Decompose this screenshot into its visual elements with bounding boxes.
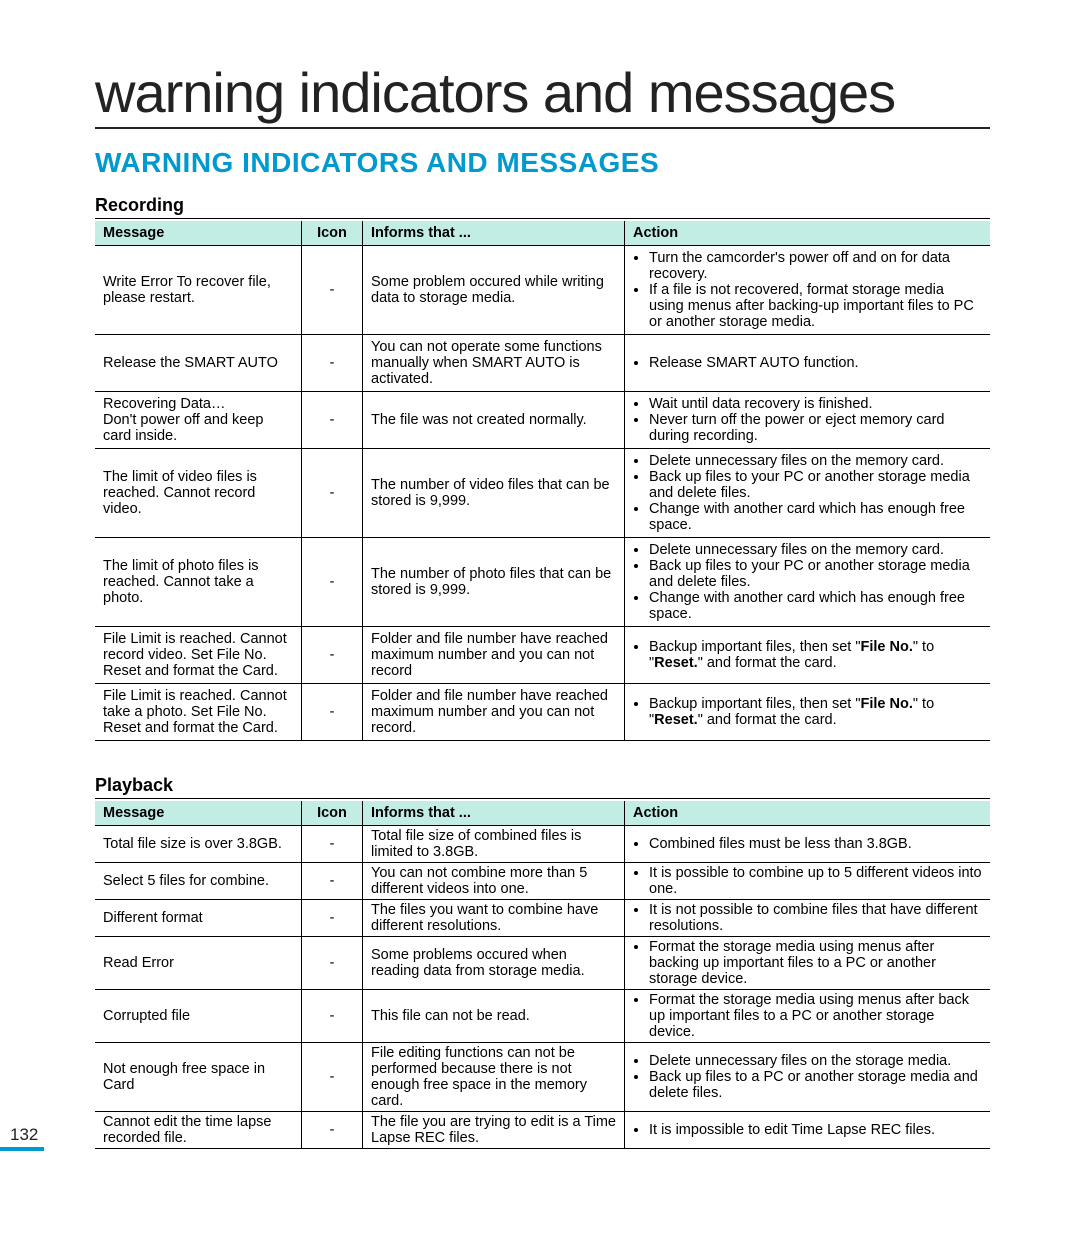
cell-action: Delete unnecessary files on the memory c… (625, 538, 991, 627)
cell-message: Cannot edit the time lapse recorded file… (95, 1112, 302, 1149)
cell-informs: The number of video files that can be st… (363, 449, 625, 538)
table-header-row: Message Icon Informs that ... Action (95, 801, 990, 826)
cell-message: Not enough free space in Card (95, 1043, 302, 1112)
cell-action: It is possible to combine up to 5 differ… (625, 863, 991, 900)
cell-action: Delete unnecessary files on the memory c… (625, 449, 991, 538)
cell-action: Turn the camcorder's power off and on fo… (625, 246, 991, 335)
table-row: File Limit is reached. Cannot record vid… (95, 627, 990, 684)
table-row: Select 5 files for combine.-You can not … (95, 863, 990, 900)
cell-informs: The file you are trying to edit is a Tim… (363, 1112, 625, 1149)
col-action: Action (625, 801, 991, 826)
recording-subheading: Recording (95, 195, 990, 219)
cell-message: Select 5 files for combine. (95, 863, 302, 900)
cell-informs: Some problem occured while writing data … (363, 246, 625, 335)
cell-icon: - (302, 937, 363, 990)
cell-icon: - (302, 538, 363, 627)
cell-icon: - (302, 627, 363, 684)
cell-informs: The files you want to combine have diffe… (363, 900, 625, 937)
cell-action: Backup important files, then set "File N… (625, 684, 991, 741)
cell-informs: This file can not be read. (363, 990, 625, 1043)
cell-informs: You can not combine more than 5 differen… (363, 863, 625, 900)
table-row: File Limit is reached. Cannot take a pho… (95, 684, 990, 741)
table-row: Total file size is over 3.8GB.-Total fil… (95, 826, 990, 863)
section-heading: WARNING INDICATORS AND MESSAGES (95, 147, 990, 179)
cell-icon: - (302, 1112, 363, 1149)
cell-informs: Folder and file number have reached maxi… (363, 627, 625, 684)
table-row: The limit of photo files is reached. Can… (95, 538, 990, 627)
cell-message: Corrupted file (95, 990, 302, 1043)
playback-subheading: Playback (95, 775, 990, 799)
cell-informs: You can not operate some functions manua… (363, 335, 625, 392)
cell-icon: - (302, 990, 363, 1043)
table-row: Write Error To recover file, please rest… (95, 246, 990, 335)
cell-message: Release the SMART AUTO (95, 335, 302, 392)
cell-icon: - (302, 863, 363, 900)
cell-icon: - (302, 392, 363, 449)
cell-informs: The number of photo files that can be st… (363, 538, 625, 627)
col-informs: Informs that ... (363, 221, 625, 246)
table-header-row: Message Icon Informs that ... Action (95, 221, 990, 246)
table-row: Release the SMART AUTO-You can not opera… (95, 335, 990, 392)
cell-icon: - (302, 900, 363, 937)
col-icon: Icon (302, 801, 363, 826)
table-row: Corrupted file-This file can not be read… (95, 990, 990, 1043)
cell-action: It is not possible to combine files that… (625, 900, 991, 937)
col-action: Action (625, 221, 991, 246)
col-informs: Informs that ... (363, 801, 625, 826)
table-row: Different format-The files you want to c… (95, 900, 990, 937)
cell-message: File Limit is reached. Cannot take a pho… (95, 684, 302, 741)
cell-message: Recovering Data…Don't power off and keep… (95, 392, 302, 449)
cell-icon: - (302, 1043, 363, 1112)
table-row: Cannot edit the time lapse recorded file… (95, 1112, 990, 1149)
cell-informs: Total file size of combined files is lim… (363, 826, 625, 863)
col-icon: Icon (302, 221, 363, 246)
cell-action: Format the storage media using menus aft… (625, 990, 991, 1043)
col-message: Message (95, 801, 302, 826)
recording-table: Message Icon Informs that ... Action Wri… (95, 221, 990, 741)
playback-table: Message Icon Informs that ... Action Tot… (95, 801, 990, 1149)
cell-message: The limit of video files is reached. Can… (95, 449, 302, 538)
page-number: 132 (10, 1125, 38, 1145)
cell-message: Read Error (95, 937, 302, 990)
cell-action: It is impossible to edit Time Lapse REC … (625, 1112, 991, 1149)
cell-informs: Some problems occured when reading data … (363, 937, 625, 990)
table-row: Recovering Data…Don't power off and keep… (95, 392, 990, 449)
page-number-accent-bar (0, 1147, 44, 1151)
cell-action: Backup important files, then set "File N… (625, 627, 991, 684)
table-row: The limit of video files is reached. Can… (95, 449, 990, 538)
cell-icon: - (302, 246, 363, 335)
cell-informs: The file was not created normally. (363, 392, 625, 449)
col-message: Message (95, 221, 302, 246)
cell-action: Wait until data recovery is finished.Nev… (625, 392, 991, 449)
cell-icon: - (302, 826, 363, 863)
cell-action: Release SMART AUTO function. (625, 335, 991, 392)
cell-informs: Folder and file number have reached maxi… (363, 684, 625, 741)
cell-message: Write Error To recover file, please rest… (95, 246, 302, 335)
cell-message: File Limit is reached. Cannot record vid… (95, 627, 302, 684)
cell-icon: - (302, 335, 363, 392)
cell-icon: - (302, 684, 363, 741)
cell-action: Combined files must be less than 3.8GB. (625, 826, 991, 863)
cell-informs: File editing functions can not be perfor… (363, 1043, 625, 1112)
page: warning indicators and messages WARNING … (0, 0, 1080, 1235)
table-row: Read Error-Some problems occured when re… (95, 937, 990, 990)
cell-message: Total file size is over 3.8GB. (95, 826, 302, 863)
page-title: warning indicators and messages (95, 60, 990, 129)
cell-action: Delete unnecessary files on the storage … (625, 1043, 991, 1112)
cell-action: Format the storage media using menus aft… (625, 937, 991, 990)
cell-message: The limit of photo files is reached. Can… (95, 538, 302, 627)
cell-message: Different format (95, 900, 302, 937)
table-row: Not enough free space in Card-File editi… (95, 1043, 990, 1112)
cell-icon: - (302, 449, 363, 538)
